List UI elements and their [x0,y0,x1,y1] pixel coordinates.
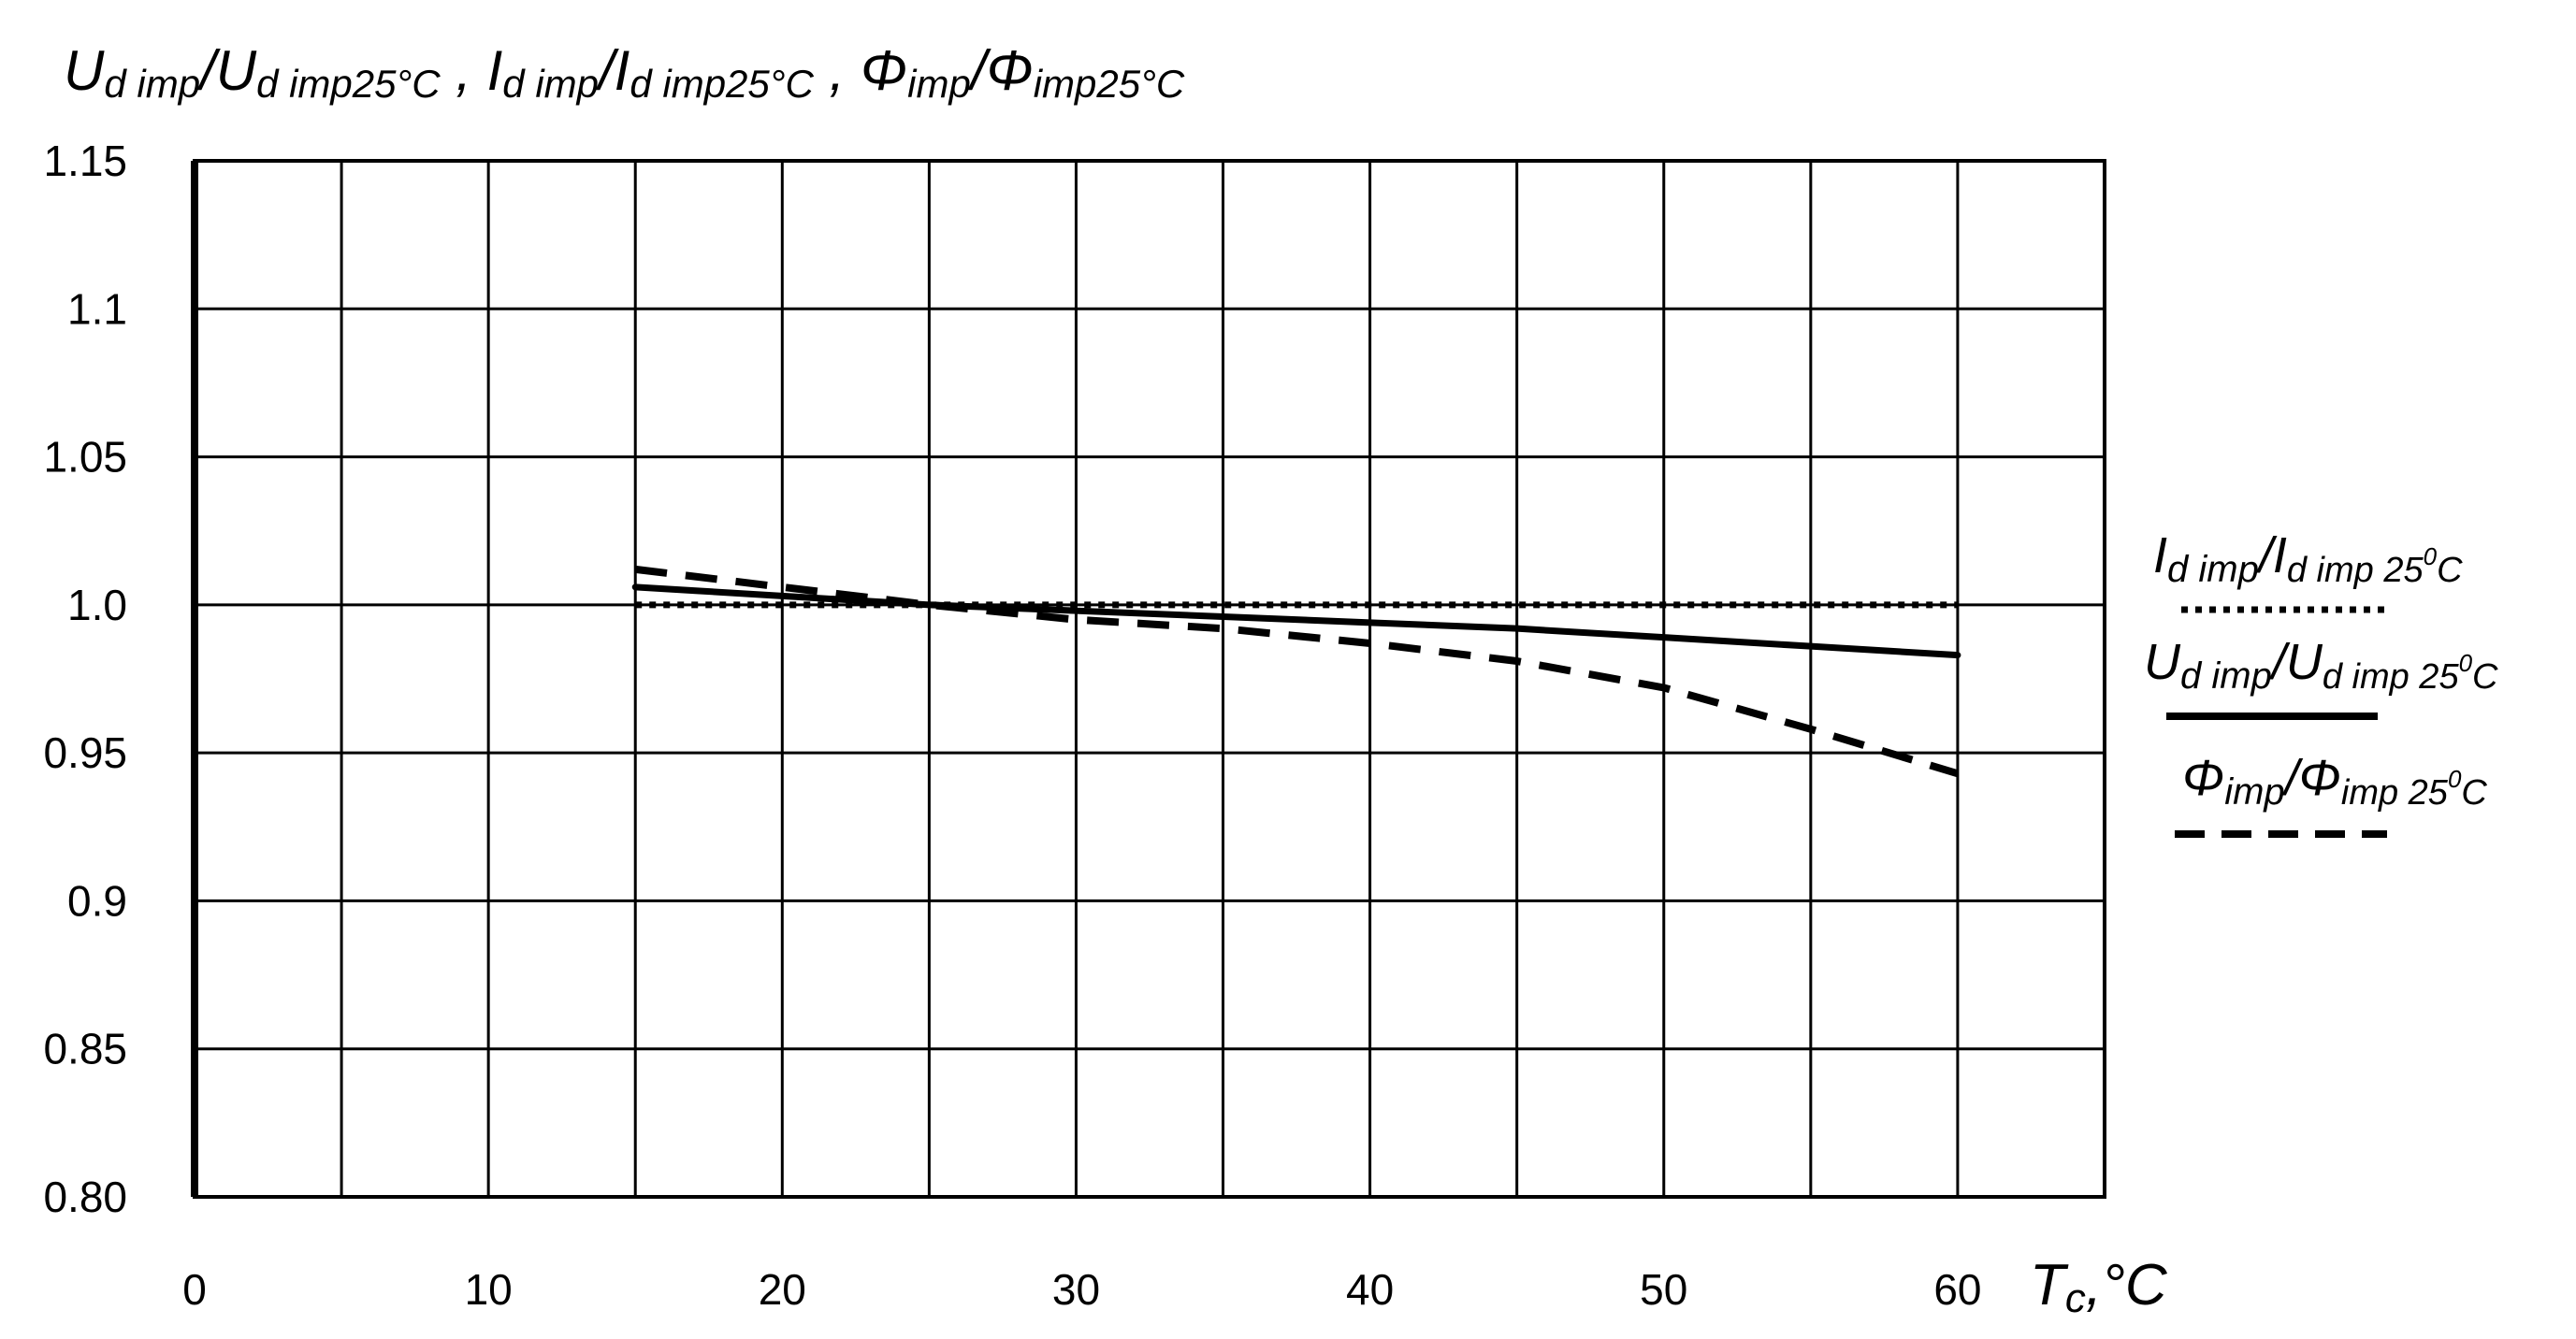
title-phi-den-sub: imp25°C [1034,62,1185,106]
title-i-den-sub: d imp25°C [630,62,814,106]
y-tick-label: 0.95 [43,728,127,777]
plot-frame [193,159,2106,1199]
title-u-den-sub: d imp25°C [256,62,441,106]
legend-phi-main: Φ [2182,750,2224,806]
y-tick-label: 1.05 [43,433,127,482]
legend-phi-den-main: Φ [2299,750,2341,806]
legend-id-main: I [2153,527,2167,583]
legend-ud-main: U [2144,634,2181,690]
legend-ud-den-sub: d imp 25 [2323,657,2460,697]
title-i-main: I [487,39,503,102]
y-tick-label: 0.9 [67,876,127,925]
legend-ud-sub: d imp [2180,655,2272,697]
legend-ud-degree: 0 [2459,649,2473,677]
title-phi-sub: imp [907,62,971,106]
axis-layer: 0 10 20 30 40 50 60 1.15 1.1 1.05 1.0 0.95 0.9 0.85 0.… [43,137,2106,1314]
x-tick-label: 50 [1640,1265,1687,1314]
y-tick-label: 1.0 [67,581,127,629]
x-axis-title-main: T [2030,1253,2069,1317]
legend-phi-degree: 0 [2448,765,2462,793]
legend-phi-sub: imp [2224,771,2284,813]
legend-id-unit: C [2437,551,2463,590]
series-line-phi-ratio [634,565,1960,778]
legend-ud-unit: C [2472,657,2498,697]
series-layer [631,565,1961,778]
x-axis-title-sub: c [2065,1275,2086,1321]
legend-id-degree: 0 [2424,542,2438,570]
title-separator-1: , [441,39,487,102]
legend-label-phi: Φimp/Φimp 250C [2182,750,2487,813]
chart-title: Ud imp/Ud imp25°C , Id imp/Id imp25°C , … [64,39,1185,106]
y-tick-label: 1.15 [43,137,127,185]
legend-id-sub: d imp [2167,549,2259,590]
title-u-sub: d imp [104,62,200,106]
y-tick-label: 0.80 [43,1173,127,1221]
title-i-den-main: I [615,39,630,102]
x-tick-label: 20 [759,1265,806,1314]
legend: Id imp/Id imp 250C Ud imp/Ud imp 250C Φi… [2144,527,2498,838]
title-u-main: U [64,39,105,102]
y-tick-label: 0.85 [43,1025,127,1073]
x-axis-title-rest: ,°C [2086,1253,2168,1317]
grid-layer [193,159,2106,1199]
title-phi-main: Φ [861,39,907,102]
series-line-ud-ratio [631,583,1961,659]
x-tick-label: 40 [1346,1265,1394,1314]
title-i-sub: d imp [502,62,599,106]
x-tick-label: 60 [1933,1265,1981,1314]
x-tick-label: 0 [182,1265,207,1314]
legend-phi-den-sub: imp 25 [2341,773,2449,813]
legend-id-den-main: I [2273,527,2287,583]
legend-label-id: Id imp/Id imp 250C [2153,527,2463,590]
y-tick-label: 1.1 [67,284,127,333]
legend-ud-den-main: U [2286,634,2323,690]
legend-phi-unit: C [2461,773,2487,813]
legend-id-den-sub: d imp 25 [2287,551,2424,590]
title-phi-den-main: Φ [986,39,1033,102]
title-separator-2: , [814,39,861,102]
x-axis-title: Tc,°C [2030,1253,2168,1321]
legend-label-ud: Ud imp/Ud imp 250C [2144,634,2498,697]
title-u-den-main: U [216,39,257,102]
x-tick-label: 10 [465,1265,513,1314]
x-tick-label: 30 [1052,1265,1100,1314]
